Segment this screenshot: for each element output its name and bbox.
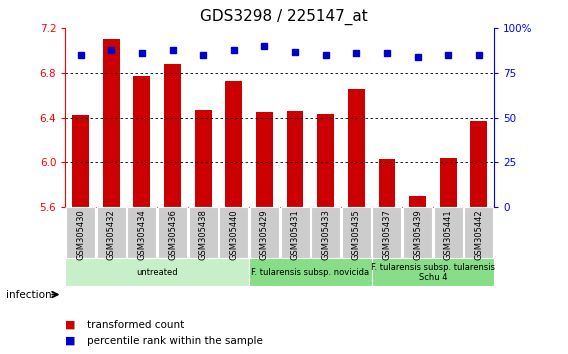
Text: GSM305440: GSM305440 [229,209,239,260]
Text: ■: ■ [65,320,76,330]
Text: GSM305439: GSM305439 [413,209,422,260]
Text: GSM305438: GSM305438 [199,209,208,260]
Bar [133,76,151,207]
Bar [164,64,181,207]
Bar [256,112,273,207]
Bar [287,111,303,207]
Bar [318,114,334,207]
Text: GSM305432: GSM305432 [107,209,116,260]
Text: GSM305431: GSM305431 [291,209,299,260]
Text: GSM305434: GSM305434 [137,209,147,260]
Text: GSM305441: GSM305441 [444,209,453,260]
Bar [72,115,89,207]
Text: ■: ■ [65,336,76,346]
Bar [409,196,426,207]
Bar [378,159,395,207]
Text: GSM305430: GSM305430 [76,209,85,260]
Text: F. tularensis subsp. tularensis
Schu 4: F. tularensis subsp. tularensis Schu 4 [371,263,495,282]
Text: percentile rank within the sample: percentile rank within the sample [87,336,263,346]
Bar [225,81,242,207]
Text: GSM305433: GSM305433 [321,209,330,260]
Text: GSM305442: GSM305442 [474,209,483,260]
Text: transformed count: transformed count [87,320,184,330]
Bar [103,40,120,207]
Text: GDS3298 / 225147_at: GDS3298 / 225147_at [200,9,368,25]
Text: GSM305436: GSM305436 [168,209,177,260]
Bar [348,88,365,207]
Text: F. tularensis subsp. novicida: F. tularensis subsp. novicida [251,268,369,277]
Bar [470,121,487,207]
Bar [440,158,457,207]
Text: GSM305429: GSM305429 [260,209,269,260]
Text: GSM305437: GSM305437 [382,209,391,260]
Bar [195,110,212,207]
Text: untreated: untreated [136,268,178,277]
Text: infection: infection [6,290,51,299]
Text: GSM305435: GSM305435 [352,209,361,260]
